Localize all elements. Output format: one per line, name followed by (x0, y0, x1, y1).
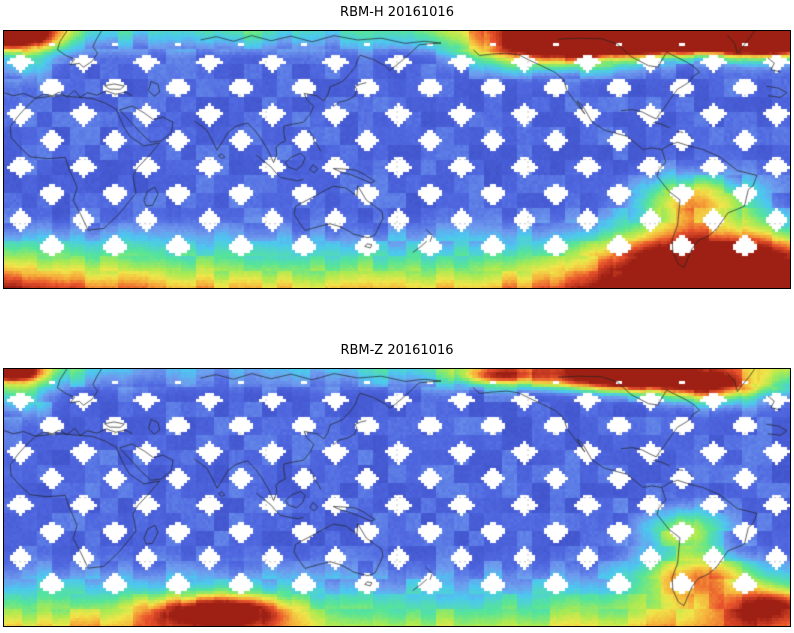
map-frame-rbm-z (3, 368, 791, 627)
swath-map-canvas-rbm-z (4, 369, 790, 626)
panel-rbm-h: RBM-H 20161016 (0, 5, 794, 289)
panel-rbm-z: RBM-Z 20161016 (0, 343, 794, 627)
panel-title-rbm-h: RBM-H 20161016 (340, 5, 454, 20)
panel-title-rbm-z: RBM-Z 20161016 (340, 343, 454, 358)
map-frame-rbm-h (3, 30, 791, 289)
swath-map-canvas-rbm-h (4, 31, 790, 288)
